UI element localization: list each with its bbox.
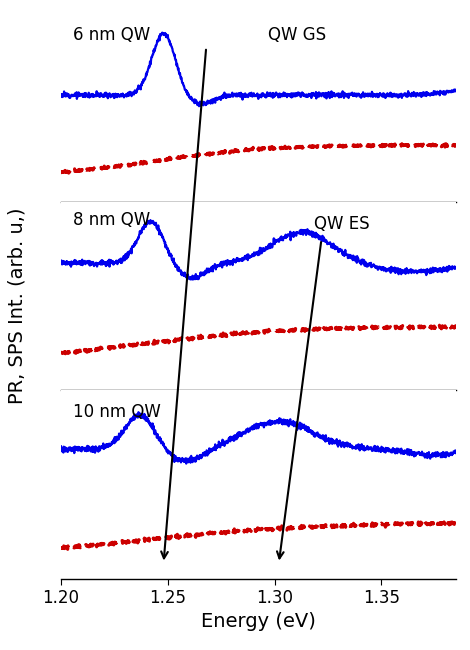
- X-axis label: Energy (eV): Energy (eV): [201, 612, 316, 631]
- Text: 8 nm QW: 8 nm QW: [73, 211, 150, 229]
- Text: QW GS: QW GS: [268, 26, 327, 44]
- Text: PR, SPS Int. (arb. u,): PR, SPS Int. (arb. u,): [7, 207, 26, 404]
- Text: 6 nm QW: 6 nm QW: [73, 26, 150, 44]
- Text: QW ES: QW ES: [314, 214, 369, 233]
- Text: 10 nm QW: 10 nm QW: [73, 403, 161, 421]
